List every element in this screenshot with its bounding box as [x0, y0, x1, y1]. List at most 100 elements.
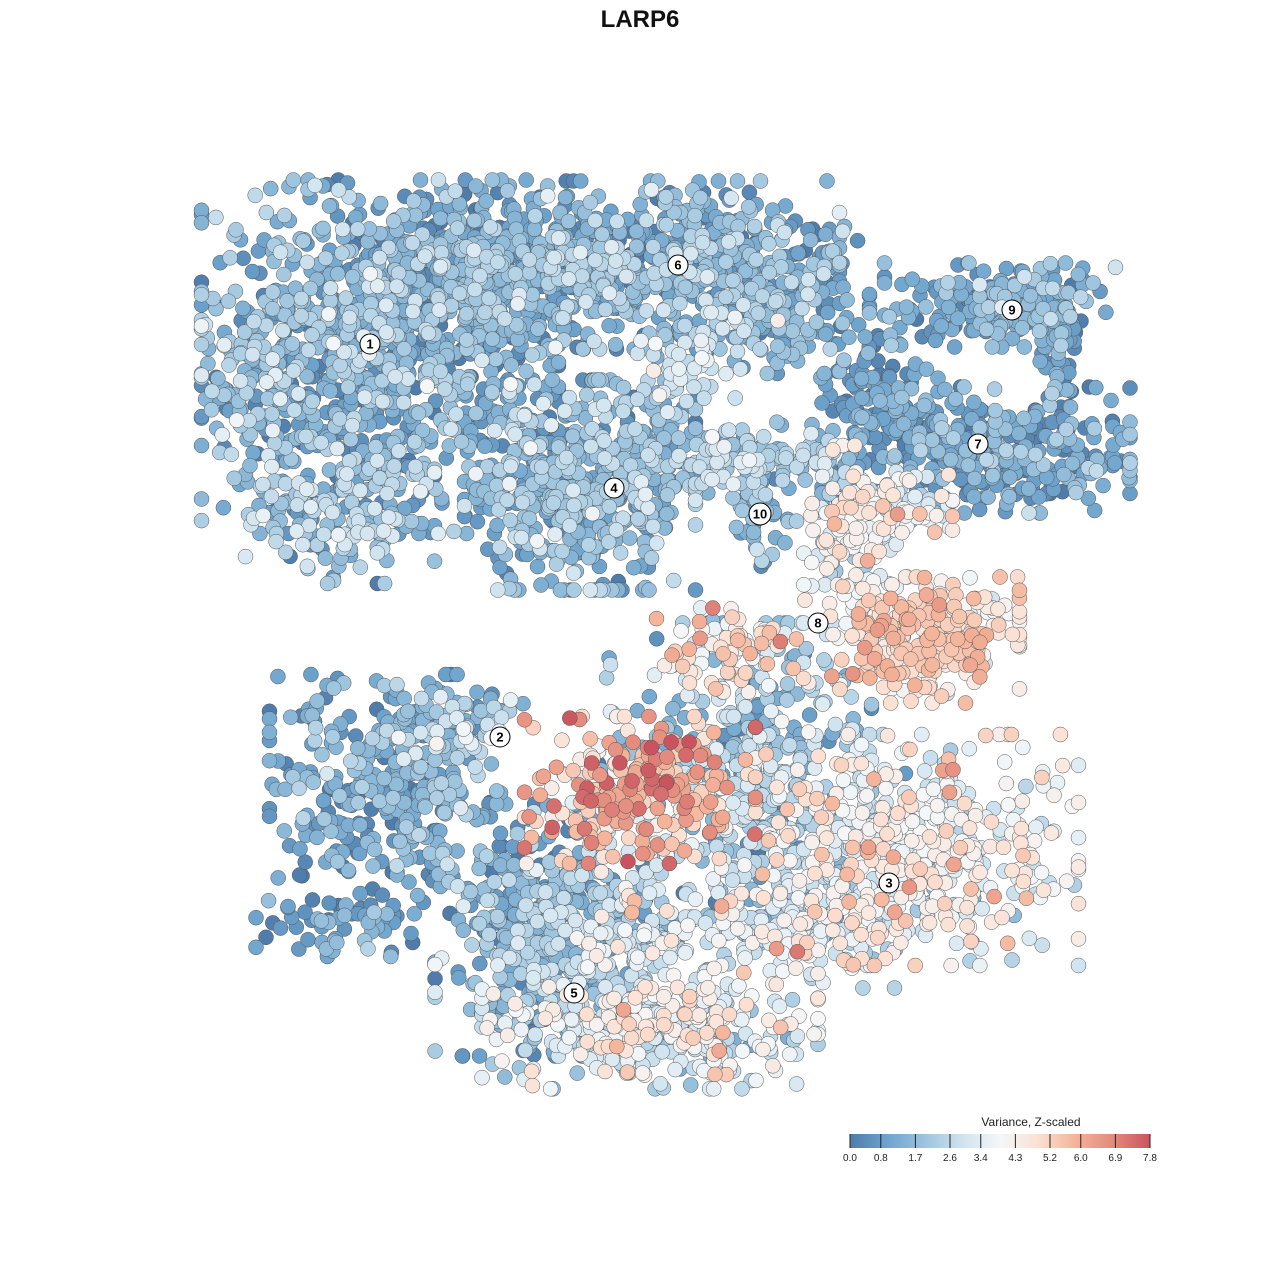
cell-point: [853, 370, 870, 387]
cell-point: [629, 391, 646, 408]
cell-point: [659, 506, 675, 522]
cell-point: [472, 955, 488, 972]
cell-point: [1122, 455, 1138, 471]
cell-point: [483, 756, 500, 772]
cell-point: [687, 207, 703, 224]
cell-point: [276, 823, 293, 839]
cell-point: [222, 250, 238, 266]
cell-point: [403, 925, 419, 942]
cell-point: [1031, 323, 1048, 339]
cell-point: [268, 533, 284, 550]
cell-point: [854, 390, 870, 406]
cell-point: [258, 204, 275, 221]
cell-point: [533, 459, 550, 475]
cell-point: [814, 395, 830, 411]
cell-point: [215, 499, 232, 516]
cell-point: [478, 848, 495, 864]
cell-point: [446, 523, 462, 540]
cell-point: [398, 819, 415, 835]
cell-point: [861, 286, 878, 303]
cell-point: [692, 189, 709, 206]
cell-point: [648, 631, 665, 647]
cell-point: [517, 1042, 534, 1059]
cell-point: [261, 752, 278, 769]
cell-point: [427, 970, 443, 987]
cell-point: [927, 332, 944, 349]
cell-point: [682, 1077, 699, 1093]
cell-point: [316, 811, 332, 827]
cell-point: [579, 387, 595, 403]
cell-point: [757, 487, 774, 503]
cell-point: [282, 709, 299, 725]
cell-point: [592, 885, 609, 901]
cell-point: [285, 172, 302, 188]
cell-point: [245, 445, 261, 461]
cell-point: [545, 495, 562, 511]
cell-point: [306, 733, 323, 749]
cell-point: [365, 858, 381, 874]
cell-point: [242, 457, 258, 474]
cell-point: [725, 490, 741, 506]
cell-point: [1011, 425, 1027, 442]
cell-point: [226, 470, 242, 487]
cell-point: [876, 275, 893, 291]
cell-point: [350, 740, 366, 756]
cell-point: [309, 829, 325, 846]
cell-point: [246, 313, 262, 330]
cell-point: [313, 913, 330, 929]
cell-point: [447, 183, 464, 199]
cell-point: [426, 553, 443, 569]
cell-point: [360, 941, 376, 957]
cell-point: [1044, 280, 1061, 297]
cell-point: [488, 796, 505, 812]
cell-point: [484, 384, 500, 400]
cell-point: [449, 750, 466, 766]
cell-point: [918, 299, 934, 315]
cell-point: [1086, 420, 1103, 437]
cell-point: [1095, 477, 1111, 494]
cell-point: [400, 703, 416, 720]
cell-point: [469, 513, 486, 530]
cell-point: [334, 245, 350, 261]
cell-point: [665, 572, 682, 589]
cell-point: [319, 575, 336, 592]
cell-point: [389, 676, 405, 693]
cell-point: [615, 403, 631, 420]
cell-point: [413, 690, 430, 707]
cell-point: [718, 289, 734, 305]
cell-point: [625, 559, 642, 576]
cell-point: [1053, 337, 1069, 354]
cell-point: [291, 780, 307, 797]
cell-point: [638, 303, 655, 319]
cell-point: [458, 305, 475, 322]
cell-point: [1068, 484, 1084, 501]
cell-point: [297, 854, 313, 870]
cell-point: [321, 198, 338, 214]
cell-point: [262, 180, 279, 197]
cell-point: [966, 489, 982, 505]
cell-point: [555, 890, 572, 906]
cell-point: [405, 193, 422, 209]
cell-point: [904, 271, 921, 287]
cell-point: [305, 774, 322, 790]
cell-point: [569, 1065, 585, 1081]
cell-point: [598, 670, 615, 686]
cell-point: [501, 872, 517, 888]
cell-point: [729, 173, 746, 189]
cell-point: [260, 892, 277, 909]
cell-point: [1085, 275, 1101, 291]
cell-point: [895, 416, 912, 432]
cell-point: [1044, 385, 1060, 402]
cell-point: [946, 339, 963, 355]
cell-point: [432, 363, 449, 380]
cell-point: [451, 285, 468, 302]
cell-point: [303, 666, 319, 683]
cell-point: [1004, 952, 1020, 968]
cell-point: [295, 810, 312, 826]
cell-point: [808, 314, 825, 330]
cell-point: [366, 904, 382, 921]
cell-point: [659, 487, 676, 503]
cell-point: [350, 794, 366, 811]
cell-point: [839, 292, 855, 308]
cell-point: [961, 255, 977, 271]
